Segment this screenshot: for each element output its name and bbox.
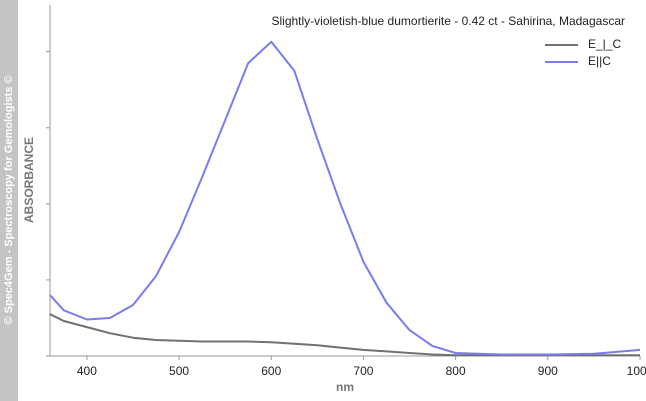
x-tick-label: 500 [169, 364, 189, 378]
x-tick-label: 1000 [627, 364, 646, 378]
spectrum-line [49, 313, 640, 357]
x-tick-label: 600 [261, 364, 281, 378]
x-tick-label: 800 [446, 364, 466, 378]
spectrum-line [49, 40, 641, 356]
chart-title: Slightly-violetish-blue dumortierite - 0… [272, 14, 626, 28]
legend-label: E_|_C [588, 37, 621, 51]
x-axis-label: nm [336, 380, 354, 394]
credit: © Spec4Gem - Spectroscopy for Gemologist… [3, 75, 15, 324]
y-axis-label: ABSORBANCE [22, 137, 36, 223]
credit-strip [0, 0, 18, 401]
legend-label: E||C [588, 54, 611, 68]
x-tick-label: 900 [538, 364, 558, 378]
x-tick-label: 700 [353, 364, 373, 378]
x-tick-label: 400 [77, 364, 97, 378]
